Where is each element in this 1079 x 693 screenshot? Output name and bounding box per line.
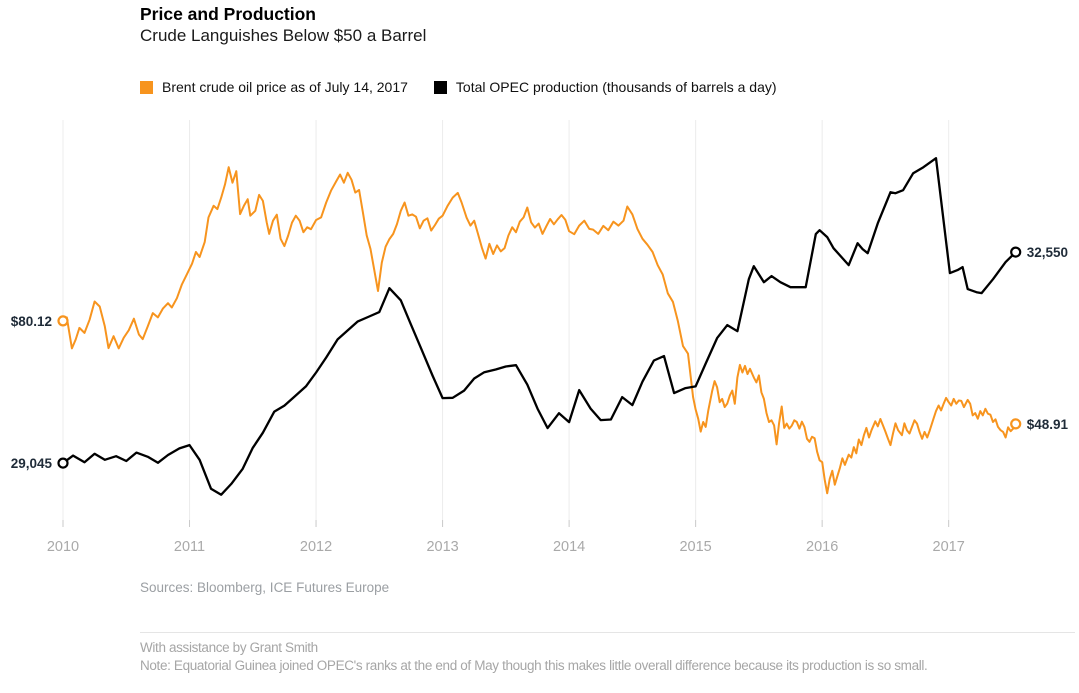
legend-label-brent: Brent crude oil price as of July 14, 201… <box>162 79 408 95</box>
chart-legend: Brent crude oil price as of July 14, 201… <box>140 79 777 95</box>
opec-production-start-marker <box>57 457 69 469</box>
chart-header: Price and Production Crude Languishes Be… <box>140 4 426 47</box>
legend-item-brent: Brent crude oil price as of July 14, 201… <box>140 79 408 95</box>
x-tick-label: 2013 <box>426 539 458 555</box>
x-tick-label: 2010 <box>47 539 79 555</box>
brent-price-end-value-label: $48.91 <box>1027 417 1069 432</box>
opec-production-end-marker <box>1010 246 1022 258</box>
footer-divider <box>140 632 1075 633</box>
footer: With assistance by Grant Smith Note: Equ… <box>140 639 1075 675</box>
x-tick-label: 2016 <box>806 539 838 555</box>
sources-note: Sources: Bloomberg, ICE Futures Europe <box>140 580 390 595</box>
x-tick-label: 2014 <box>553 539 585 555</box>
brent-price-end-marker <box>1010 418 1022 430</box>
dual-line-chart: 2010 2011 2012 2013 2014 2015 2016 2017 $80.12 $4… <box>11 120 1069 555</box>
brent-price-start-value-label: $80.12 <box>11 314 52 329</box>
footnote: Note: Equatorial Guinea joined OPEC's ra… <box>140 658 928 673</box>
opec-production-end-value-label: 32,550 <box>1027 245 1068 260</box>
x-tick-label: 2012 <box>300 539 332 555</box>
page-subtitle: Crude Languishes Below $50 a Barrel <box>140 26 427 45</box>
page-title: Price and Production <box>140 4 316 24</box>
x-tick-label: 2017 <box>933 539 965 555</box>
x-tick-label: 2011 <box>174 539 205 555</box>
opec-legend-swatch-icon <box>433 80 447 94</box>
brent-price-start-marker <box>57 315 69 327</box>
legend-item-opec: Total OPEC production (thousands of barr… <box>433 79 777 95</box>
legend-label-opec: Total OPEC production (thousands of barr… <box>455 79 777 95</box>
brent-legend-swatch-icon <box>140 80 153 94</box>
x-tick-label: 2015 <box>679 539 711 555</box>
opec-production-line <box>61 157 1017 496</box>
opec-production-start-value-label: 29,045 <box>11 456 53 471</box>
brent-price-line <box>62 166 1017 495</box>
assistance-credit: With assistance by Grant Smith <box>140 640 318 655</box>
